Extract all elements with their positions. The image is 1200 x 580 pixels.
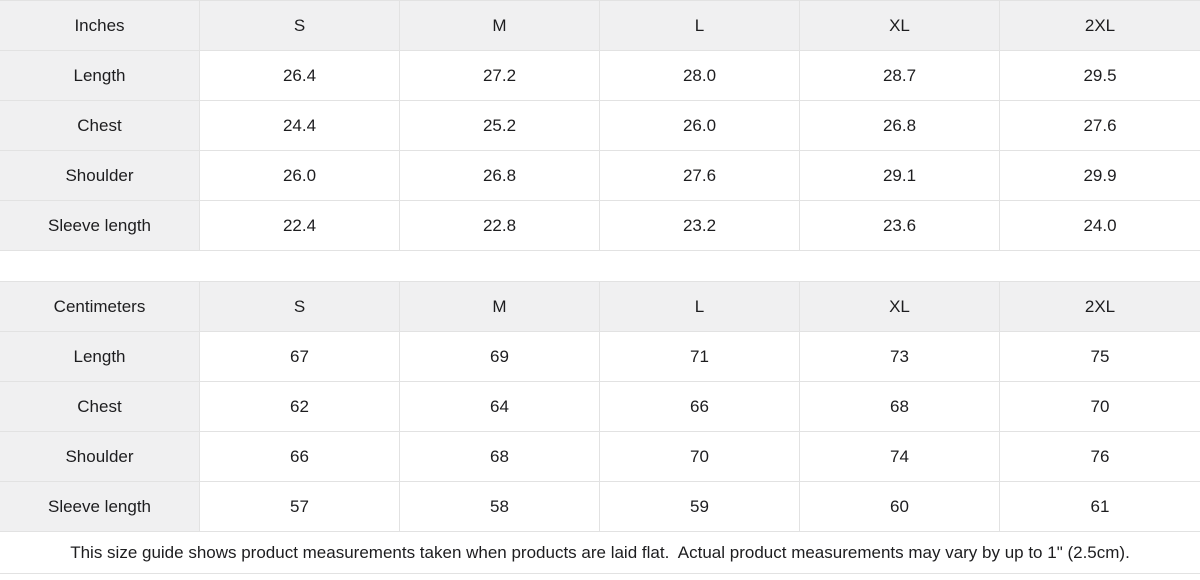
value-cell: 26.0 (600, 101, 800, 151)
size-header-cell-l: L (600, 1, 800, 51)
value-cell: 27.6 (1000, 101, 1200, 151)
row-label-cell: Shoulder (0, 151, 200, 201)
value-cell: 26.8 (400, 151, 600, 201)
size-header-cell-2xl: 2XL (1000, 1, 1200, 51)
value-cell: 76 (1000, 432, 1200, 482)
row-label-cell: Length (0, 51, 200, 101)
value-cell: 69 (400, 332, 600, 382)
value-cell: 58 (400, 482, 600, 532)
value-cell: 26.4 (200, 51, 400, 101)
value-cell: 70 (1000, 382, 1200, 432)
value-cell: 29.5 (1000, 51, 1200, 101)
value-cell: 66 (600, 382, 800, 432)
value-cell: 29.1 (800, 151, 1000, 201)
value-cell: 68 (400, 432, 600, 482)
value-cell: 64 (400, 382, 600, 432)
inches-table: Inches S M L XL 2XL Length 26.4 27.2 28.… (0, 0, 1200, 251)
value-cell: 75 (1000, 332, 1200, 382)
footer-note: This size guide shows product measuremen… (0, 532, 1200, 574)
value-cell: 61 (1000, 482, 1200, 532)
size-header-cell-xl: XL (800, 282, 1000, 332)
value-cell: 28.7 (800, 51, 1000, 101)
row-label-cell: Length (0, 332, 200, 382)
value-cell: 27.2 (400, 51, 600, 101)
value-cell: 24.4 (200, 101, 400, 151)
value-cell: 23.2 (600, 201, 800, 251)
value-cell: 67 (200, 332, 400, 382)
value-cell: 25.2 (400, 101, 600, 151)
row-label-cell: Sleeve length (0, 482, 200, 532)
unit-header-cell: Inches (0, 1, 200, 51)
size-header-cell-s: S (200, 1, 400, 51)
size-header-cell-s: S (200, 282, 400, 332)
value-cell: 71 (600, 332, 800, 382)
value-cell: 22.4 (200, 201, 400, 251)
size-header-cell-2xl: 2XL (1000, 282, 1200, 332)
value-cell: 26.0 (200, 151, 400, 201)
size-header-cell-xl: XL (800, 1, 1000, 51)
value-cell: 66 (200, 432, 400, 482)
row-label-cell: Shoulder (0, 432, 200, 482)
value-cell: 24.0 (1000, 201, 1200, 251)
value-cell: 59 (600, 482, 800, 532)
value-cell: 22.8 (400, 201, 600, 251)
unit-header-cell: Centimeters (0, 282, 200, 332)
value-cell: 70 (600, 432, 800, 482)
size-header-cell-m: M (400, 282, 600, 332)
size-header-cell-l: L (600, 282, 800, 332)
row-label-cell: Sleeve length (0, 201, 200, 251)
value-cell: 68 (800, 382, 1000, 432)
value-cell: 57 (200, 482, 400, 532)
value-cell: 23.6 (800, 201, 1000, 251)
value-cell: 62 (200, 382, 400, 432)
value-cell: 60 (800, 482, 1000, 532)
row-label-cell: Chest (0, 101, 200, 151)
value-cell: 73 (800, 332, 1000, 382)
centimeters-table: Centimeters S M L XL 2XL Length 67 69 71… (0, 281, 1200, 532)
size-header-cell-m: M (400, 1, 600, 51)
value-cell: 29.9 (1000, 151, 1200, 201)
value-cell: 28.0 (600, 51, 800, 101)
row-label-cell: Chest (0, 382, 200, 432)
value-cell: 27.6 (600, 151, 800, 201)
value-cell: 74 (800, 432, 1000, 482)
value-cell: 26.8 (800, 101, 1000, 151)
table-spacer (0, 251, 1200, 281)
